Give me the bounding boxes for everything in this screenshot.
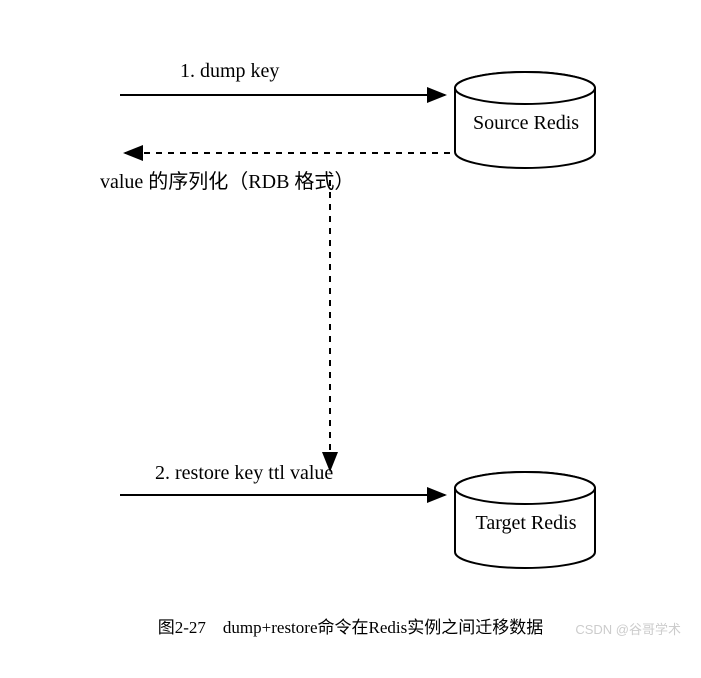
- step2-label: 2. restore key ttl value: [155, 462, 333, 485]
- target-redis-node: Target Redis: [450, 470, 600, 585]
- diagram-container: 1. dump key Source Redis value 的序列化（RDB …: [0, 0, 701, 678]
- source-redis-node: Source Redis: [450, 70, 600, 185]
- source-redis-label: Source Redis: [466, 112, 586, 135]
- watermark-text: CSDN @谷哥学术: [575, 619, 681, 638]
- response-label: value 的序列化（RDB 格式）: [100, 165, 354, 194]
- target-redis-label: Target Redis: [466, 512, 586, 535]
